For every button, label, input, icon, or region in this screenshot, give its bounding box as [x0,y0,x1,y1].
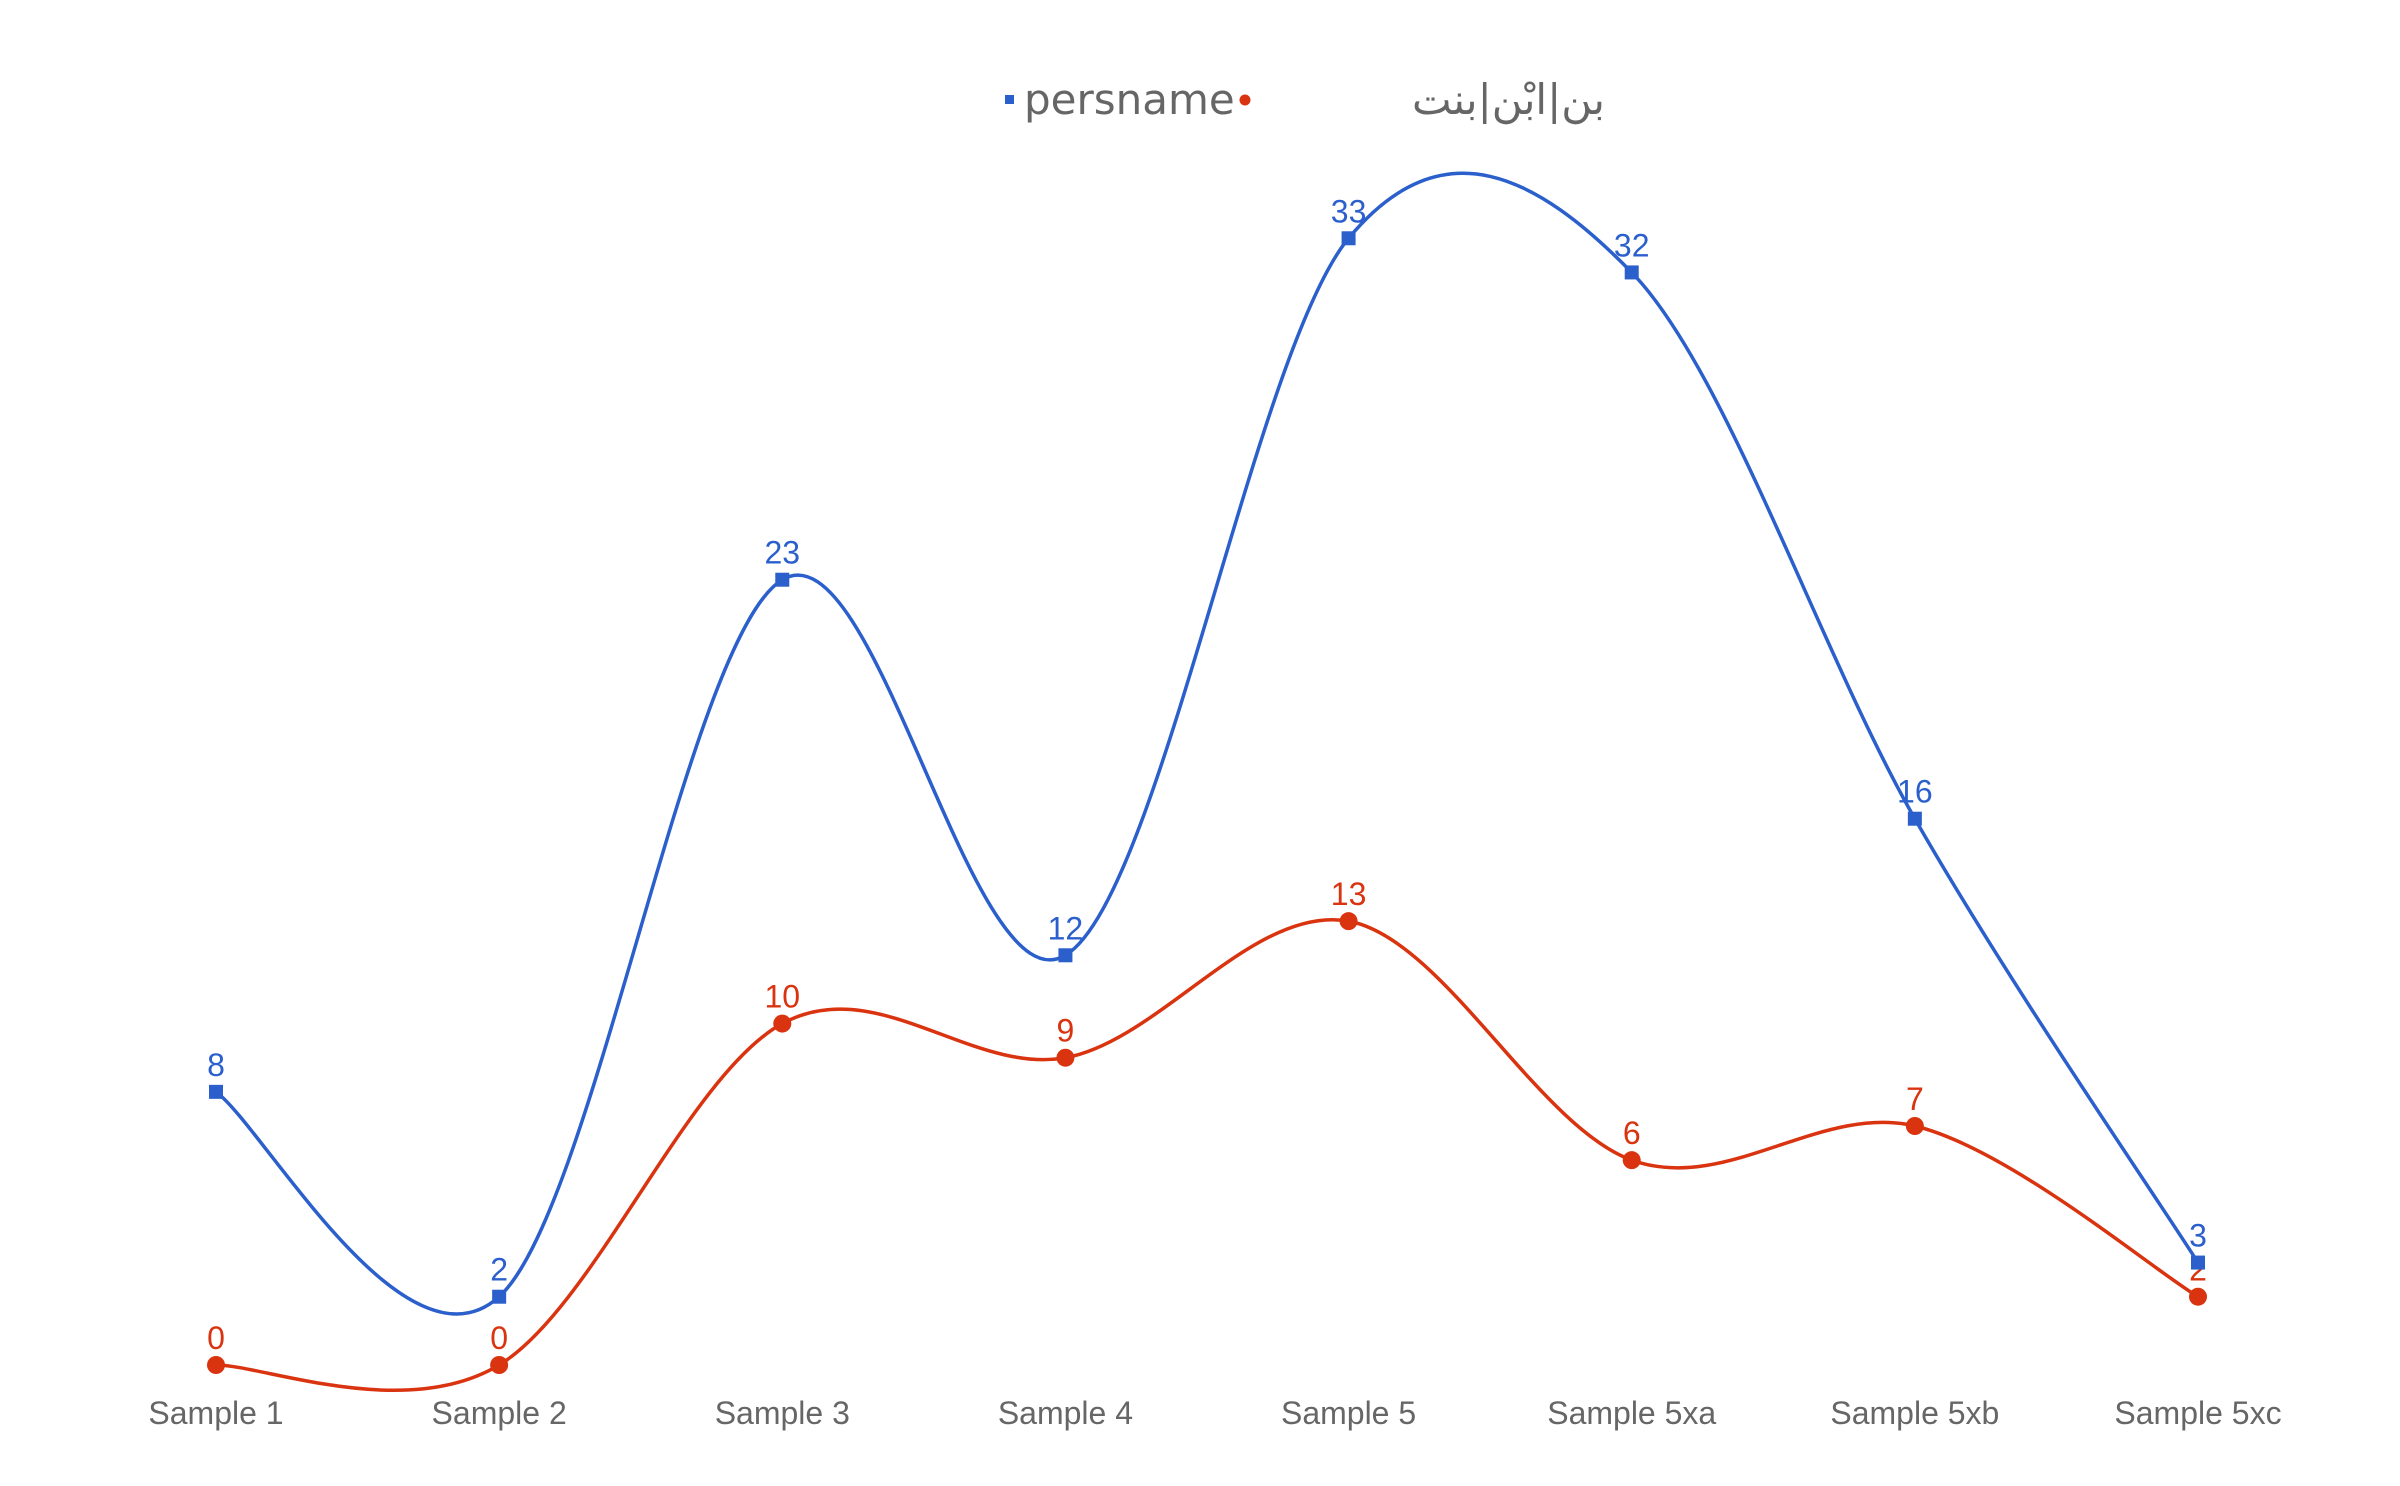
series-line-bin-ibn-bint [215,917,2199,1393]
legend-label-persname: persname [1024,75,1235,124]
data-label-persname-1: 8 [207,1047,225,1083]
point-bin-ibn-bint-3 [773,1014,792,1033]
x-tick-label-3: Sample 3 [715,1395,850,1431]
legend-marker-bin-ibn-bint [1239,94,1251,106]
data-label-persname-7: 16 [1897,774,1933,810]
data-label-bin-ibn-bint-5: 13 [1331,876,1367,912]
x-tick-label-7: Sample 5xb [1830,1395,1999,1431]
point-bin-ibn-bint-5 [1339,912,1358,931]
point-persname-6 [1624,265,1639,280]
data-label-bin-ibn-bint-1: 0 [207,1320,225,1356]
data-label-persname-6: 32 [1614,227,1650,263]
point-persname-5 [1341,231,1356,246]
x-tick-label-8: Sample 5xc [2114,1395,2281,1431]
point-persname-2 [492,1289,507,1304]
point-bin-ibn-bint-1 [207,1356,225,1374]
x-tick-label-6: Sample 5xa [1547,1395,1716,1431]
point-bin-ibn-bint-4 [1056,1048,1075,1067]
x-tick-label-2: Sample 2 [432,1395,567,1431]
data-label-persname-4: 12 [1048,910,1084,946]
x-tick-label-4: Sample 4 [998,1395,1133,1431]
legend: persname بن|ابْن|بنت [1005,75,1605,124]
data-label-bin-ibn-bint-4: 9 [1057,1013,1075,1049]
point-persname-7 [1907,811,1922,826]
point-persname-8 [2191,1255,2205,1270]
point-bin-ibn-bint-8 [2189,1287,2207,1306]
series-line-persname [214,171,2200,1316]
data-label-bin-ibn-bint-3: 10 [764,979,800,1015]
legend-marker-persname [1005,95,1014,104]
point-bin-ibn-bint-2 [490,1356,509,1374]
data-label-persname-2: 2 [490,1252,508,1288]
data-label-bin-ibn-bint-2: 0 [490,1320,508,1356]
point-persname-4 [1058,948,1073,963]
x-tick-label-5: Sample 5 [1281,1395,1416,1431]
point-persname-3 [775,572,790,587]
data-label-persname-5: 33 [1331,193,1367,229]
legend-label-bin-ibn-bint: بن|ابْن|بنت [1412,75,1605,124]
data-label-bin-ibn-bint-6: 6 [1623,1115,1641,1151]
point-bin-ibn-bint-6 [1622,1151,1641,1170]
data-label-persname-8: 3 [2189,1218,2207,1254]
series-layer: 0 0 10 9 13 6 7 28 2 23 12 33 32 16 3 [207,171,2207,1393]
point-persname-1 [209,1084,223,1099]
point-bin-ibn-bint-7 [1905,1117,1924,1135]
data-label-persname-3: 23 [764,535,800,571]
series-bin-ibn-bint: 0 0 10 9 13 6 7 2 [207,876,2207,1393]
data-label-bin-ibn-bint-7: 7 [1906,1081,1924,1117]
series-persname: 8 2 23 12 33 32 16 3 [207,171,2207,1316]
x-axis: Sample 1 Sample 2 Sample 3 Sample 4 Sample 5… [148,1395,2281,1431]
x-tick-label-1: Sample 1 [148,1395,283,1431]
